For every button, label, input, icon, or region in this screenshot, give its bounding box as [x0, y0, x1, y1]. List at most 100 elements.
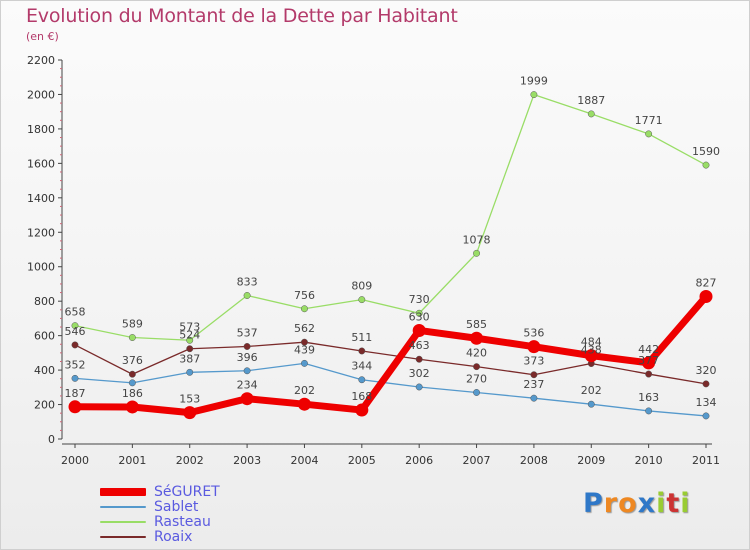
logo-letter: x: [637, 488, 657, 519]
legend-label: SéGURET: [154, 484, 220, 500]
data-point-s-guret: [125, 400, 139, 414]
legend-label: Rasteau: [154, 514, 211, 530]
data-label-rasteau: 1590: [692, 145, 720, 158]
data-point-s-guret: [470, 331, 484, 345]
data-label-s-guret: 536: [523, 327, 544, 340]
data-point-roaix: [186, 345, 194, 353]
data-point-roaix: [530, 371, 538, 379]
data-label-rasteau: 809: [351, 280, 372, 293]
logo-letter: P: [583, 488, 604, 519]
data-label-roaix: 377: [638, 354, 659, 367]
data-label-sablet: 237: [523, 378, 544, 391]
x-tick-label: 2003: [233, 454, 261, 467]
data-point-roaix: [702, 380, 710, 388]
y-tick-label: 400: [34, 364, 55, 377]
legend-swatch: [100, 521, 146, 523]
data-label-s-guret: 234: [237, 379, 258, 392]
data-label-sablet: 302: [409, 367, 430, 380]
data-point-s-guret: [240, 392, 254, 406]
data-point-roaix: [645, 370, 653, 378]
data-point-sablet: [415, 383, 423, 391]
data-label-roaix: 320: [696, 364, 717, 377]
x-tick-label: 2011: [692, 454, 720, 467]
data-label-s-guret: 202: [294, 384, 315, 397]
y-tick-label: 1600: [27, 157, 55, 170]
y-tick-label: 2000: [27, 88, 55, 101]
chart-title: Evolution du Montant de la Dette par Hab…: [26, 5, 458, 27]
series-line-sablet: [74, 362, 707, 417]
data-point-sablet: [358, 376, 366, 384]
y-tick-label: 200: [34, 399, 55, 412]
data-point-sablet: [243, 367, 251, 375]
data-label-rasteau: 756: [294, 289, 315, 302]
data-point-rasteau: [301, 305, 308, 313]
data-point-s-guret: [527, 340, 541, 354]
data-point-rasteau: [128, 334, 136, 341]
data-label-sablet: 134: [696, 396, 717, 409]
x-tick-label: 2009: [577, 454, 605, 467]
chart-subtitle: (en €): [26, 30, 59, 43]
data-label-sablet: 439: [294, 343, 315, 356]
data-point-sablet: [645, 407, 653, 415]
data-point-roaix: [128, 370, 136, 378]
data-label-rasteau: 1771: [635, 114, 663, 127]
series-line-roaix: [74, 341, 707, 385]
data-label-s-guret: 187: [65, 387, 86, 400]
data-point-sablet: [473, 389, 480, 396]
data-label-roaix: 546: [65, 325, 86, 338]
data-label-roaix: 463: [409, 339, 430, 352]
logo-letter: t: [666, 488, 681, 519]
data-label-sablet: 352: [65, 358, 86, 371]
data-label-rasteau: 589: [122, 318, 143, 331]
logo-letter: r: [603, 488, 619, 519]
data-point-s-guret: [355, 403, 369, 417]
data-point-rasteau: [358, 296, 366, 304]
data-point-s-guret: [183, 406, 197, 420]
data-point-rasteau: [702, 161, 710, 169]
series-line-rasteau: [74, 93, 707, 341]
data-point-rasteau: [645, 130, 653, 138]
x-tick-label: 2001: [118, 454, 146, 467]
data-label-sablet: 344: [351, 360, 372, 373]
data-point-roaix: [71, 341, 79, 349]
data-point-sablet: [186, 368, 194, 376]
data-label-sablet: 163: [638, 391, 659, 404]
data-label-sablet: 270: [466, 372, 487, 385]
data-label-rasteau: 658: [65, 306, 86, 319]
x-tick-label: 2010: [635, 454, 663, 467]
x-tick-label: 2005: [348, 454, 376, 467]
legend-swatch: [100, 488, 146, 496]
x-tick-label: 2007: [463, 454, 491, 467]
data-label-roaix: 420: [466, 347, 487, 360]
data-label-roaix: 562: [294, 322, 315, 335]
x-tick-label: 2008: [520, 454, 548, 467]
data-point-sablet: [128, 379, 136, 387]
data-label-roaix: 537: [237, 326, 258, 339]
y-tick-label: 0: [48, 433, 55, 446]
data-label-rasteau: 1887: [577, 94, 605, 107]
data-label-rasteau: 1078: [463, 233, 491, 246]
x-tick-label: 2006: [405, 454, 433, 467]
data-point-sablet: [301, 359, 308, 367]
logo-letter: i: [656, 488, 667, 519]
y-tick-label: 600: [34, 330, 55, 343]
data-point-rasteau: [587, 110, 595, 118]
data-point-roaix: [473, 363, 480, 371]
y-tick-label: 1000: [27, 261, 55, 274]
data-point-rasteau: [186, 336, 194, 344]
data-label-roaix: 438: [581, 344, 602, 357]
x-tick-label: 2000: [61, 454, 89, 467]
data-point-s-guret: [642, 356, 656, 370]
legend-label: Sablet: [154, 499, 199, 515]
data-point-sablet: [587, 400, 595, 408]
data-label-rasteau: 833: [237, 275, 258, 288]
data-label-sablet: 396: [237, 351, 258, 364]
data-label-roaix: 373: [523, 355, 544, 368]
data-point-roaix: [415, 355, 423, 363]
data-label-s-guret: 827: [696, 277, 717, 290]
y-tick-label: 1200: [27, 226, 55, 239]
data-point-rasteau: [71, 322, 79, 330]
data-label-roaix: 511: [351, 331, 372, 344]
data-point-s-guret: [68, 400, 82, 414]
